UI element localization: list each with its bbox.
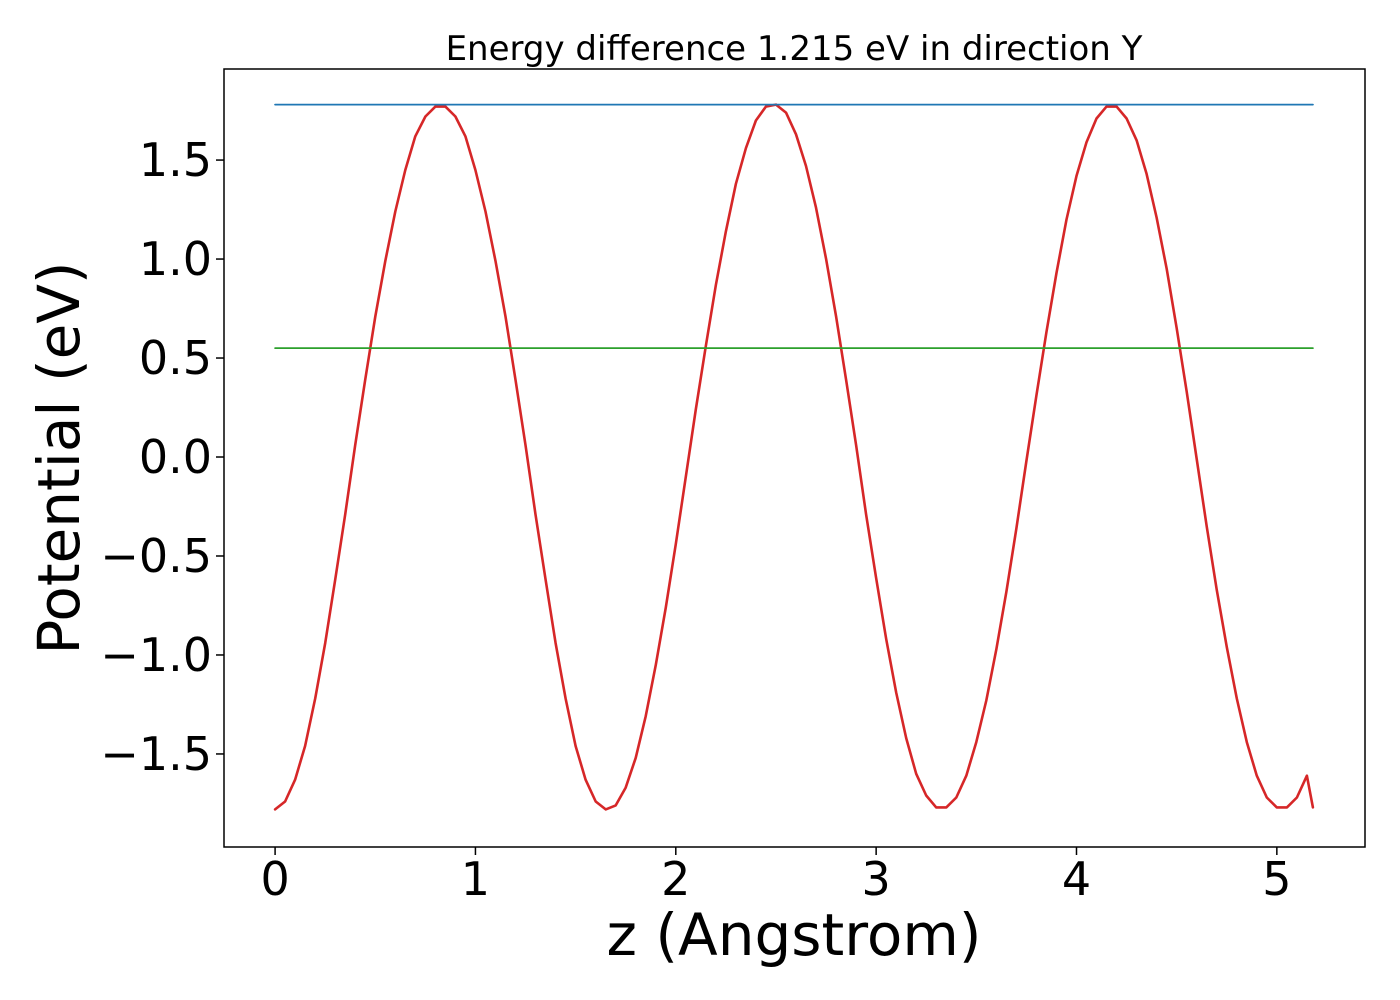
x-tick-label: 2	[661, 852, 690, 906]
y-tick-label: 1.5	[139, 133, 212, 187]
x-tick-label: 3	[862, 852, 891, 906]
x-axis-label: z (Angstrom)	[607, 901, 982, 969]
plot-area-frame	[223, 68, 1366, 848]
x-tick-label: 5	[1262, 852, 1291, 906]
x-tick-label: 1	[461, 852, 490, 906]
x-tick-label: 4	[1062, 852, 1091, 906]
x-axis-ticks: 0 1 2 3 4 5	[260, 847, 1291, 906]
y-tick-label: −1.5	[100, 727, 212, 781]
series-layer	[273, 103, 1315, 811]
y-tick-label: 1.0	[139, 232, 212, 286]
y-tick-label: 0.5	[139, 331, 212, 385]
y-tick-label: −0.5	[100, 529, 212, 583]
y-axis-label: Potential (eV)	[25, 261, 93, 654]
x-tick-label: 0	[260, 852, 289, 906]
chart-title: Energy difference 1.215 eV in direction …	[446, 29, 1143, 69]
y-tick-label: 0.0	[139, 430, 212, 484]
y-axis-ticks: −1.5 −1.0 −0.5 0.0 0.5 1.0 1.5	[100, 133, 224, 781]
y-tick-label: −1.0	[100, 628, 212, 682]
series-line-potential	[273, 103, 1315, 811]
